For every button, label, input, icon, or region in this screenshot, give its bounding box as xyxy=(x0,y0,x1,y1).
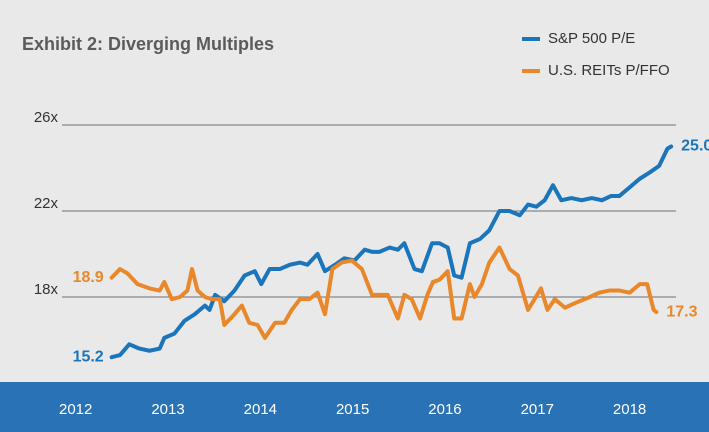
x-tick-label: 2016 xyxy=(428,401,461,418)
chart-title: Exhibit 2: Diverging Multiples xyxy=(22,34,274,54)
value-label: 17.3 xyxy=(666,303,697,320)
series-line xyxy=(109,144,674,360)
x-tick-label: 2015 xyxy=(336,401,369,418)
value-label: 18.9 xyxy=(73,269,104,286)
value-label: 15.2 xyxy=(73,348,104,365)
legend-label: U.S. REITs P/FFO xyxy=(548,62,670,79)
y-tick-label: 26x xyxy=(34,109,59,126)
x-tick-label: 2013 xyxy=(151,401,184,418)
x-tick-label: 2018 xyxy=(613,401,646,418)
y-tick-label: 22x xyxy=(34,195,59,212)
x-axis-band xyxy=(0,382,709,432)
legend-label: S&P 500 P/E xyxy=(548,30,635,47)
series-line xyxy=(109,245,659,340)
x-tick-label: 2014 xyxy=(244,401,277,418)
x-tick-label: 2012 xyxy=(59,401,92,418)
x-tick-label: 2017 xyxy=(521,401,554,418)
y-tick-label: 18x xyxy=(34,281,59,298)
value-label: 25.0 xyxy=(681,138,709,155)
